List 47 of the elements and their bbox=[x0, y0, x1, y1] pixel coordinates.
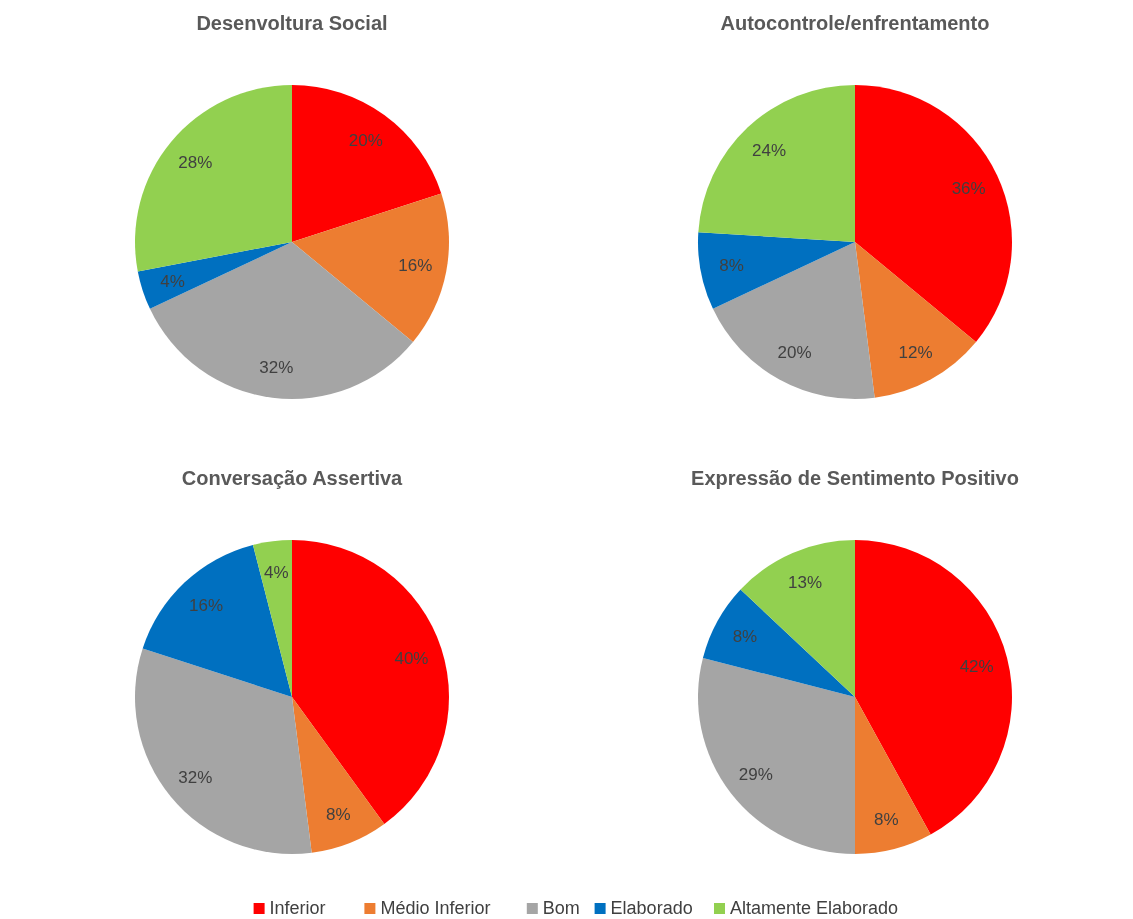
pie-slice bbox=[137, 242, 292, 309]
data-label: 16% bbox=[398, 256, 433, 276]
data-label: 16% bbox=[189, 596, 224, 616]
pie-slice bbox=[292, 193, 449, 343]
chart-title: Autocontrole/enfrentamento bbox=[720, 12, 990, 34]
data-label: 42% bbox=[959, 656, 994, 676]
data-label: 20% bbox=[777, 343, 812, 363]
data-label: 24% bbox=[752, 141, 787, 161]
legend-label: Inferior bbox=[269, 898, 326, 919]
data-label: 4% bbox=[263, 563, 289, 583]
pie-slice bbox=[855, 697, 931, 854]
data-label: 32% bbox=[178, 768, 213, 788]
pie-slice bbox=[698, 657, 855, 854]
pie-slice bbox=[292, 85, 442, 242]
data-label: 8% bbox=[325, 804, 351, 824]
legend-label: Bom bbox=[542, 898, 580, 919]
data-label: 29% bbox=[738, 764, 773, 784]
pie-slice bbox=[698, 85, 855, 242]
data-label: 36% bbox=[951, 179, 986, 199]
pie-slice bbox=[292, 540, 449, 825]
data-label: 8% bbox=[719, 256, 744, 276]
pie-slice bbox=[855, 540, 1012, 835]
data-label: 32% bbox=[259, 357, 294, 377]
chart-title: Desenvoltura Social bbox=[196, 12, 388, 34]
data-label: 8% bbox=[732, 627, 758, 647]
data-label: 13% bbox=[788, 572, 823, 592]
legend-label: Elaborado bbox=[610, 898, 693, 919]
pie-slice bbox=[252, 540, 292, 697]
pie-slice bbox=[855, 242, 976, 398]
data-label: 12% bbox=[898, 343, 933, 363]
data-label: 28% bbox=[178, 152, 213, 172]
data-label: 4% bbox=[160, 271, 185, 291]
pie-slice bbox=[135, 85, 292, 272]
data-label: 20% bbox=[348, 131, 383, 151]
pie-slice bbox=[698, 232, 855, 309]
legend-label: Médio Inferior bbox=[380, 898, 491, 919]
pie-slice bbox=[702, 589, 855, 697]
data-label: 8% bbox=[873, 809, 899, 829]
legend-label: Altamente Elaborado bbox=[730, 898, 899, 919]
pie-slice bbox=[712, 242, 875, 399]
pie-slice bbox=[135, 648, 312, 854]
pie-slice bbox=[142, 544, 292, 697]
pie-slice bbox=[855, 85, 1012, 343]
pie-slice bbox=[292, 697, 385, 853]
chart-title: Expressão de Sentimento Positivo bbox=[691, 467, 1019, 489]
data-label: 40% bbox=[394, 649, 429, 669]
chart-title: Conversação Assertiva bbox=[181, 467, 404, 489]
